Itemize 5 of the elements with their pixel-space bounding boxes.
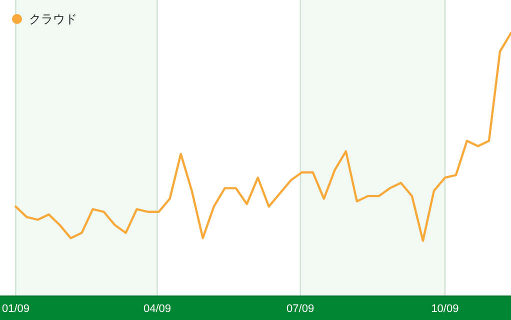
x-tick-label: 07/09 <box>286 303 314 315</box>
legend-label: クラウド <box>29 12 77 26</box>
x-tick-label: 04/09 <box>143 303 171 315</box>
x-tick-label: 01/09 <box>2 303 30 315</box>
x-tick-label: 10/09 <box>431 303 459 315</box>
